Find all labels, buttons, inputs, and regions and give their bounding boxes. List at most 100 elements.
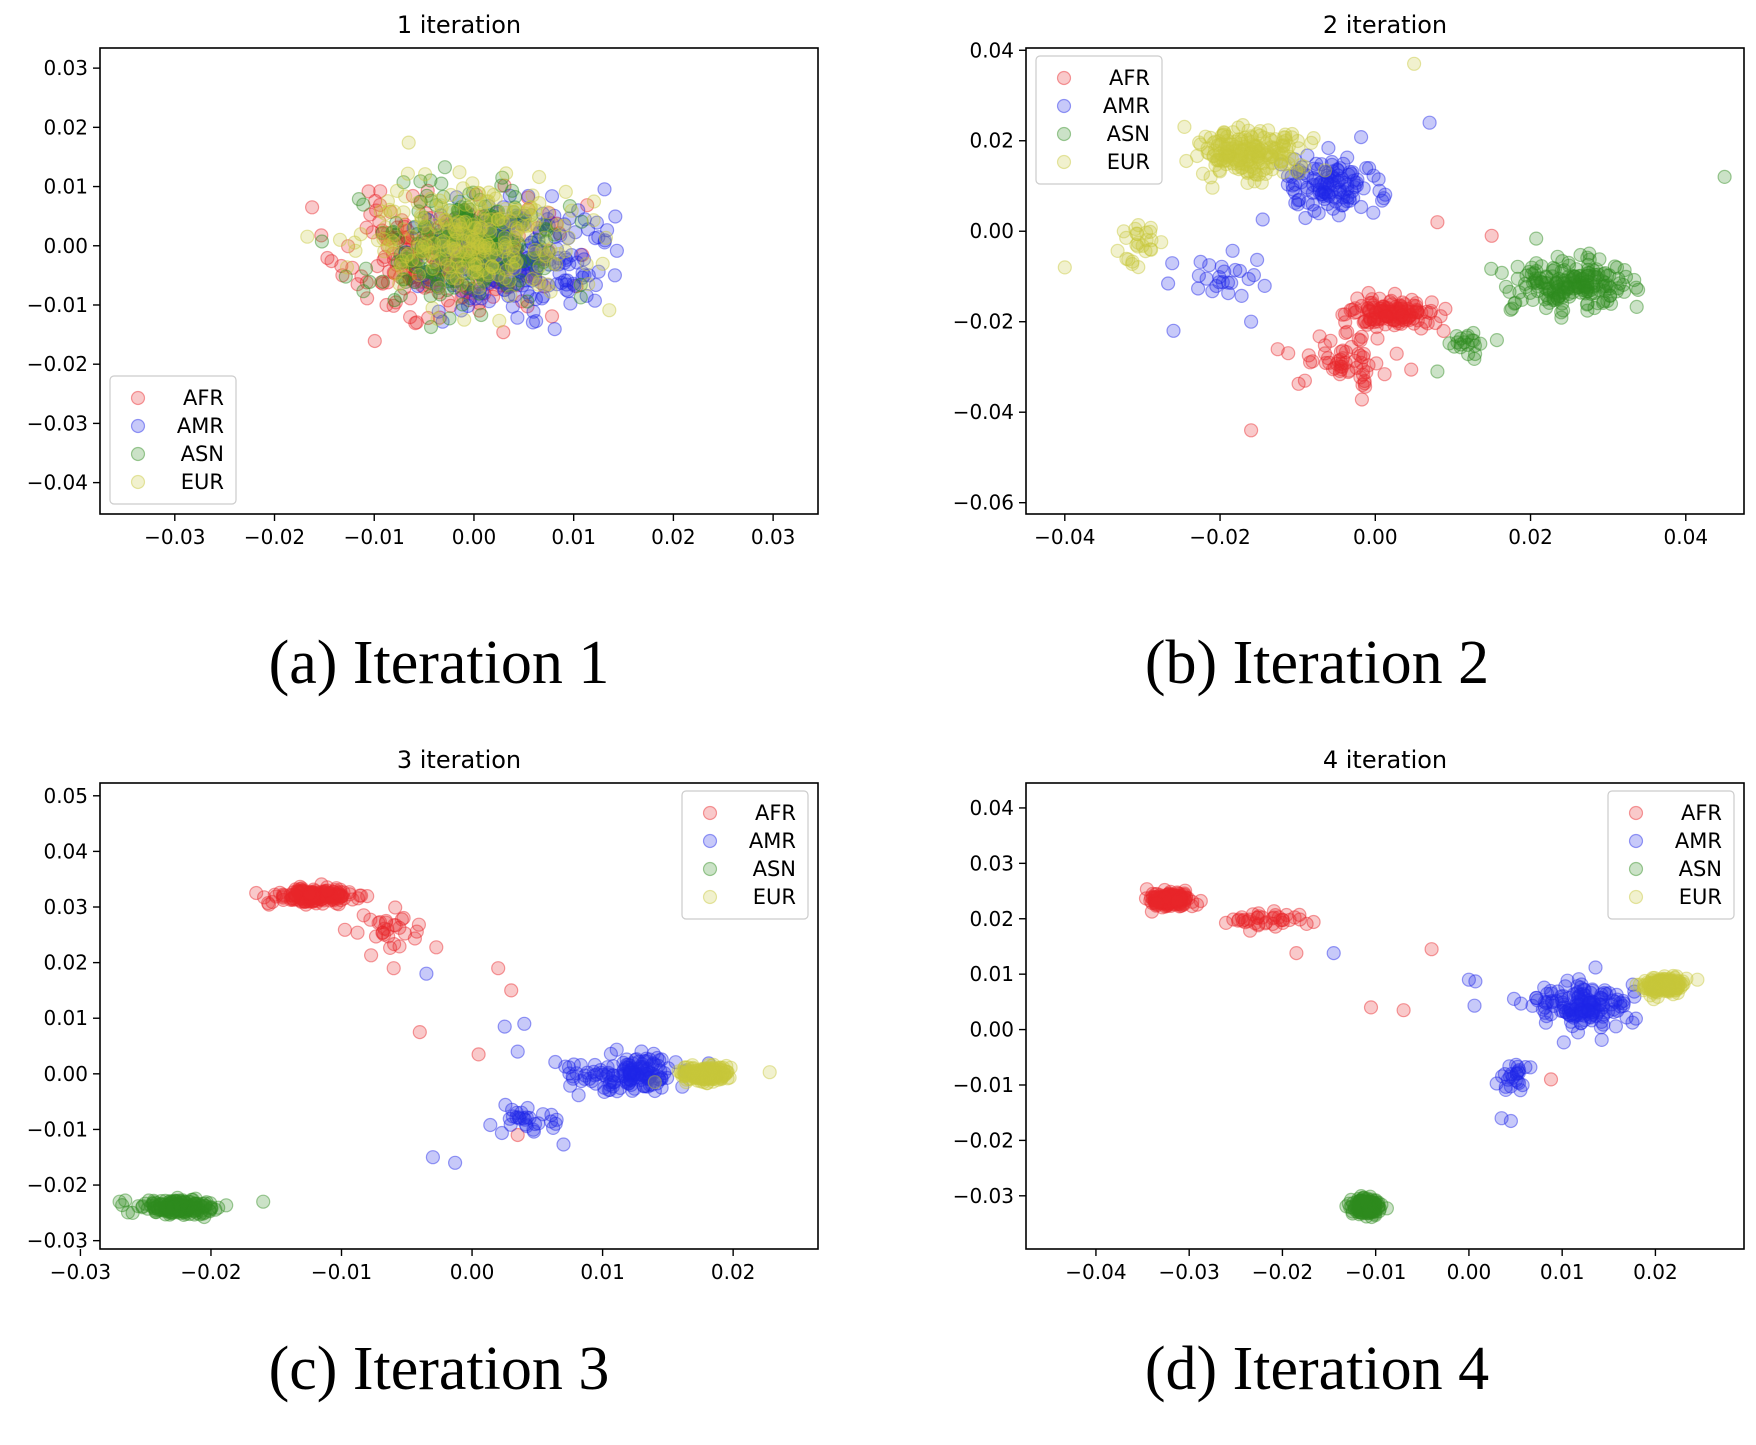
data-point bbox=[483, 252, 498, 267]
data-point bbox=[468, 221, 483, 236]
data-point bbox=[506, 233, 521, 249]
data-point bbox=[1223, 148, 1238, 163]
data-point bbox=[1582, 252, 1597, 267]
data-point bbox=[1216, 127, 1231, 143]
data-point bbox=[291, 892, 306, 907]
data-point bbox=[416, 268, 431, 283]
data-point bbox=[504, 259, 519, 274]
data-point bbox=[1370, 331, 1385, 346]
data-point bbox=[650, 1050, 665, 1066]
data-point bbox=[448, 232, 463, 248]
data-point bbox=[380, 922, 395, 937]
data-point bbox=[1406, 311, 1421, 326]
data-point bbox=[1436, 323, 1451, 339]
data-point bbox=[407, 259, 422, 274]
data-point bbox=[642, 1070, 657, 1085]
data-point bbox=[319, 889, 334, 904]
data-point bbox=[1380, 300, 1395, 315]
data-point bbox=[1248, 142, 1264, 157]
data-point bbox=[593, 1063, 608, 1078]
data-point bbox=[1542, 295, 1557, 310]
data-point bbox=[431, 280, 446, 295]
data-point bbox=[499, 219, 514, 234]
data-point bbox=[1394, 308, 1409, 323]
data-point bbox=[513, 268, 528, 283]
data-point bbox=[306, 886, 322, 901]
data-point bbox=[302, 886, 317, 901]
data-point bbox=[1580, 268, 1595, 284]
data-point bbox=[1216, 127, 1231, 142]
data-point bbox=[1556, 285, 1571, 300]
data-point bbox=[1291, 376, 1306, 391]
data-point bbox=[410, 279, 425, 294]
data-point bbox=[414, 244, 429, 259]
data-point bbox=[478, 211, 493, 226]
data-point bbox=[1539, 276, 1555, 291]
data-point bbox=[542, 206, 557, 221]
data-point bbox=[437, 212, 452, 228]
data-point bbox=[1569, 262, 1584, 277]
data-point bbox=[1219, 150, 1234, 165]
data-point bbox=[1245, 145, 1260, 160]
data-point bbox=[1489, 333, 1505, 348]
data-point bbox=[603, 1046, 619, 1061]
data-point bbox=[551, 251, 566, 266]
data-point bbox=[446, 245, 461, 260]
subplot-iteration-2: 2 iteration −0.04 −0.02 0.00 0.02 0.04 −0.06 −0… bbox=[878, 0, 1756, 720]
data-point bbox=[607, 268, 623, 283]
data-point bbox=[564, 248, 579, 263]
data-point bbox=[534, 291, 550, 306]
data-point bbox=[1340, 177, 1355, 192]
data-point bbox=[489, 275, 504, 290]
data-point bbox=[464, 230, 479, 245]
data-point bbox=[1517, 276, 1533, 291]
data-point bbox=[486, 231, 501, 246]
data-point bbox=[325, 889, 340, 905]
data-point bbox=[1278, 127, 1293, 142]
data-point bbox=[1237, 142, 1252, 158]
data-point bbox=[1583, 282, 1599, 298]
data-point bbox=[512, 273, 528, 288]
data-point bbox=[362, 274, 377, 290]
data-point bbox=[440, 256, 455, 271]
data-point bbox=[465, 176, 480, 191]
data-point bbox=[1290, 197, 1305, 212]
data-point bbox=[488, 225, 504, 240]
data-point bbox=[619, 1052, 634, 1067]
data-point bbox=[318, 885, 333, 900]
data-point bbox=[475, 234, 490, 249]
data-point bbox=[543, 284, 558, 299]
data-point bbox=[1217, 141, 1232, 156]
data-point bbox=[1362, 309, 1377, 324]
data-point bbox=[1276, 165, 1291, 180]
data-point bbox=[465, 213, 480, 228]
data-point bbox=[1288, 195, 1303, 210]
data-point bbox=[1239, 164, 1255, 179]
data-point bbox=[1317, 338, 1332, 353]
data-point bbox=[519, 269, 535, 284]
data-point bbox=[1209, 278, 1224, 294]
data-point bbox=[1258, 147, 1274, 162]
data-point bbox=[442, 265, 458, 280]
x-tick-label: 0.01 bbox=[551, 525, 596, 549]
data-point bbox=[414, 240, 429, 255]
data-point bbox=[1233, 146, 1248, 161]
data-point bbox=[419, 270, 434, 285]
data-point bbox=[1402, 308, 1417, 323]
data-point bbox=[1244, 145, 1259, 160]
data-point bbox=[1225, 156, 1240, 171]
data-point bbox=[381, 929, 396, 944]
data-point bbox=[527, 1116, 543, 1132]
data-point bbox=[315, 887, 330, 902]
data-point bbox=[1312, 329, 1327, 344]
data-point bbox=[461, 293, 477, 308]
legend-label-eur: EUR bbox=[753, 885, 796, 909]
data-point bbox=[579, 257, 594, 272]
data-point bbox=[405, 231, 420, 246]
data-point bbox=[639, 1051, 654, 1066]
data-point bbox=[1251, 144, 1266, 159]
data-point bbox=[249, 885, 264, 901]
x-tick-label: 0.01 bbox=[1540, 1260, 1585, 1284]
data-point bbox=[1340, 324, 1355, 339]
data-point bbox=[445, 278, 460, 293]
